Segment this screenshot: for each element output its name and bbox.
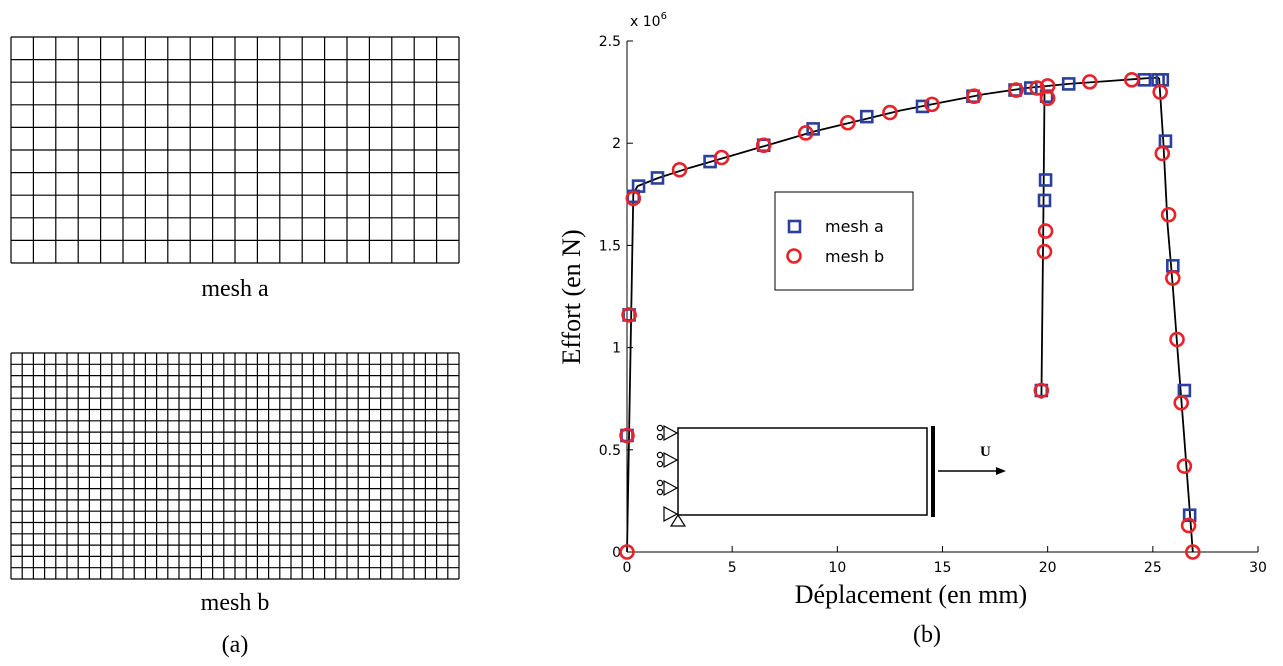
y-multiplier-exponent: 6 <box>661 11 667 22</box>
x-tick-label: 30 <box>1249 560 1267 576</box>
y-tick-label: 0 <box>612 545 621 561</box>
marker-mesh-b <box>621 307 637 323</box>
marker-mesh-b <box>755 137 772 154</box>
marker-mesh-b <box>1039 90 1056 107</box>
panel-b-caption: (b) <box>913 622 941 648</box>
marker-mesh-b <box>1154 145 1171 162</box>
marker-mesh-a <box>1037 193 1052 208</box>
legend-label-mesh-b: mesh b <box>825 247 884 266</box>
marker-mesh-b <box>1160 206 1177 223</box>
legend-label-mesh-a: mesh a <box>825 217 884 236</box>
marker-mesh-b <box>713 149 730 166</box>
marker-mesh-b <box>966 88 982 104</box>
x-tick-label: 25 <box>1144 560 1162 576</box>
marker-mesh-b <box>797 125 814 141</box>
marker-mesh-b <box>924 96 940 113</box>
marker-mesh-a <box>1024 81 1038 95</box>
marker-mesh-b <box>619 427 635 444</box>
marker-mesh-a <box>1158 134 1173 148</box>
pin-support <box>663 505 687 527</box>
marker-mesh-b <box>1123 72 1140 88</box>
marker-mesh-a <box>1166 259 1180 273</box>
marker-mesh-b <box>1081 74 1098 90</box>
roller-support-3 <box>656 479 679 497</box>
x-tick-label: 0 <box>623 560 632 576</box>
x-axis-title: Déplacement (en mm) <box>795 580 1027 609</box>
data-markers <box>619 72 1201 560</box>
fitted-curves <box>626 76 1194 553</box>
y-tick-label: 1.5 <box>599 238 621 254</box>
marker-mesh-b <box>1173 394 1190 411</box>
marker-mesh-a <box>1137 73 1152 87</box>
roller-support-1 <box>656 424 679 442</box>
panel-a-caption: (a) <box>221 632 249 658</box>
x-tick-label: 20 <box>1039 560 1057 576</box>
y-tick-label: 2.5 <box>599 34 621 50</box>
marker-mesh-a <box>1061 77 1076 91</box>
fit-curve-1 <box>626 76 1160 553</box>
marker-mesh-b <box>1036 243 1053 260</box>
marker-mesh-b <box>1165 270 1181 286</box>
marker-mesh-b <box>1180 517 1197 534</box>
legend-marker-mesh-a <box>787 219 802 234</box>
specimen-bar <box>677 427 928 516</box>
axes: 0 5 10 15 20 25 30 0 0.5 1 1.5 2 2.5 <box>599 34 1267 576</box>
y-tick-label: 0.5 <box>599 443 621 459</box>
mesh-b-label: mesh b <box>200 590 270 616</box>
legend: mesh a mesh b <box>774 191 914 291</box>
x-tick-label: 15 <box>934 560 952 576</box>
y-tick-label: 1 <box>612 341 621 357</box>
marker-mesh-b <box>882 104 898 121</box>
legend-box <box>774 191 914 291</box>
mesh-b-grid <box>10 352 460 580</box>
y-multiplier-base: x 10 <box>630 14 661 30</box>
fit-curve-3 <box>1158 77 1194 553</box>
load-arrowhead <box>996 467 1006 475</box>
marker-mesh-a <box>859 109 874 124</box>
marker-mesh-b <box>1152 84 1168 100</box>
marker-mesh-b <box>1037 223 1054 239</box>
mesh-a-label: mesh a <box>201 276 269 302</box>
marker-mesh-b <box>671 161 688 178</box>
marker-mesh-a <box>915 99 930 114</box>
x-tick-label: 5 <box>728 560 737 576</box>
marker-mesh-b <box>625 190 642 207</box>
marker-mesh-a <box>631 179 646 193</box>
load-label: U <box>980 444 991 460</box>
x-tick-label: 10 <box>828 560 846 576</box>
marker-mesh-b <box>619 544 635 560</box>
marker-mesh-b <box>1008 82 1024 98</box>
mesh-a-grid <box>10 36 460 264</box>
marker-mesh-b <box>1184 544 1201 560</box>
marker-mesh-a <box>1182 508 1197 523</box>
bar-diagram: U <box>656 424 1006 527</box>
marker-mesh-b <box>1176 458 1193 474</box>
marker-mesh-b <box>1029 80 1045 96</box>
roller-support-2 <box>656 451 679 469</box>
fit-curve-2 <box>1040 92 1046 399</box>
y-axis-title: Effort (en N) <box>557 229 586 364</box>
y-tick-label: 2 <box>612 136 621 152</box>
y-multiplier: x 106 <box>630 11 667 30</box>
legend-marker-mesh-b <box>786 248 802 264</box>
marker-mesh-b <box>1169 331 1185 348</box>
marker-mesh-b <box>840 114 856 131</box>
marker-mesh-b <box>1033 382 1050 399</box>
marker-mesh-a <box>650 171 665 185</box>
marker-mesh-a <box>1038 173 1053 187</box>
